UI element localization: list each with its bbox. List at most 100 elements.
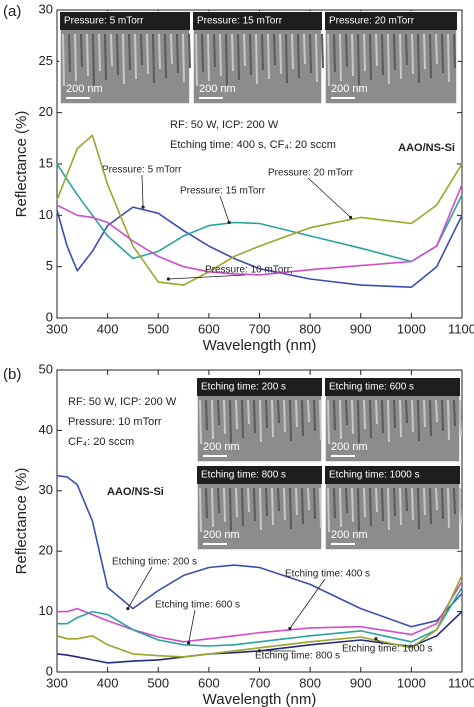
sem-texture <box>319 399 322 441</box>
sem-texture <box>261 33 264 71</box>
sem-texture <box>243 33 246 67</box>
sem-texture <box>158 33 161 70</box>
sem-texture <box>188 33 191 69</box>
sem-texture <box>289 399 292 442</box>
sem-texture <box>62 33 65 87</box>
sem-texture <box>211 399 214 440</box>
annotation: Pressure: 10 mTorr <box>68 416 162 428</box>
x-tick-label: 1000 <box>397 675 426 690</box>
sem-texture <box>285 33 288 84</box>
sem-texture <box>381 487 384 522</box>
y-tick-label: 20 <box>39 543 53 558</box>
sem-texture <box>219 33 222 77</box>
sem-texture <box>104 33 107 81</box>
sem-header <box>197 466 322 484</box>
sem-texture <box>217 399 220 426</box>
sem-texture <box>98 33 101 72</box>
sem-texture <box>399 399 402 438</box>
sem-texture <box>205 487 208 519</box>
y-tick-label: 0 <box>46 663 53 678</box>
sem-texture <box>313 487 316 520</box>
sem-texture <box>357 399 360 444</box>
sem-inset: Pressure: 15 mTorr 200 nm <box>192 11 324 105</box>
panel-label: (a) <box>3 3 21 20</box>
sem-header <box>325 12 457 30</box>
sem-texture <box>399 33 402 80</box>
inset-label: Etching time: 800 s <box>201 470 286 481</box>
sem-texture <box>241 487 244 527</box>
sem-texture <box>259 487 262 531</box>
scale-label: 200 nm <box>66 83 103 95</box>
sem-texture <box>453 33 456 69</box>
x-tick-label: 1100 <box>448 675 474 690</box>
sem-texture <box>247 487 250 513</box>
sem-texture <box>387 33 390 85</box>
sem-texture <box>405 33 408 66</box>
sem-texture <box>235 487 238 518</box>
sem-texture <box>417 33 420 84</box>
sem-texture <box>237 33 240 81</box>
sem-texture <box>235 399 238 430</box>
series-label: Pressure: 20 mTorr <box>268 168 354 179</box>
sem-texture <box>273 33 276 66</box>
arrow-head <box>257 649 262 653</box>
annotation: RF: 50 W, ICP: 200 W <box>170 119 279 131</box>
series-label: Pressure: 10 mTorr; <box>205 265 293 276</box>
sem-texture <box>303 33 306 65</box>
sem-texture <box>387 487 390 531</box>
series-label: Etching time: 200 s <box>112 557 197 568</box>
sem-texture <box>429 399 432 437</box>
sem-texture <box>405 399 408 424</box>
sem-texture <box>170 33 173 65</box>
sem-texture <box>277 399 280 424</box>
sem-texture <box>333 33 336 73</box>
sem-texture <box>253 399 256 434</box>
sem-texture <box>459 487 462 524</box>
sem-inset: Pressure: 20 mTorr 200 nm <box>324 11 458 105</box>
series-label: Etching time: 400 s <box>285 569 370 580</box>
sem-texture <box>411 399 414 433</box>
annotation: AAO/NS-Si <box>107 486 164 498</box>
sem-texture <box>351 487 354 523</box>
sem-texture <box>441 399 444 432</box>
sem-texture <box>92 33 95 86</box>
sem-texture <box>265 399 268 429</box>
sem-texture <box>429 487 432 525</box>
y-tick-label: 30 <box>39 482 53 497</box>
sem-texture <box>255 33 258 85</box>
sem-texture <box>447 487 450 529</box>
sem-texture <box>327 399 330 445</box>
sem-texture <box>116 33 119 76</box>
label-arrow <box>219 195 230 223</box>
sem-texture <box>351 33 354 77</box>
sem-texture <box>435 33 438 65</box>
series-line <box>56 206 463 288</box>
sem-texture <box>201 33 204 73</box>
sem-texture <box>435 399 438 423</box>
sem-texture <box>164 33 167 79</box>
sem-header <box>325 378 460 396</box>
x-tick-label: 1100 <box>448 321 474 336</box>
series-label: Etching time: 600 s <box>155 600 240 611</box>
sem-texture <box>441 487 444 520</box>
sem-header <box>60 12 190 30</box>
sem-texture <box>375 487 378 513</box>
panel: (a) 0 5 10 15 20 25 30 300 400 500 600 700 800 900 1000… <box>3 1 474 354</box>
sem-texture <box>176 33 179 74</box>
sem-texture <box>423 487 426 516</box>
sem-texture <box>369 399 372 439</box>
sem-header <box>193 12 322 30</box>
series-label: Pressure: 5 mTorr <box>102 165 182 176</box>
sem-texture <box>423 33 426 70</box>
sem-inset: Etching time: 600 s 200 nm <box>324 377 462 463</box>
sem-texture <box>205 399 208 431</box>
series-line <box>56 575 463 658</box>
y-tick-label: 30 <box>39 1 53 16</box>
sem-texture <box>417 399 420 442</box>
series-line <box>57 580 463 643</box>
sem-texture <box>435 487 438 511</box>
sem-texture <box>267 33 270 80</box>
sem-texture <box>387 399 390 443</box>
sem-texture <box>369 487 372 527</box>
